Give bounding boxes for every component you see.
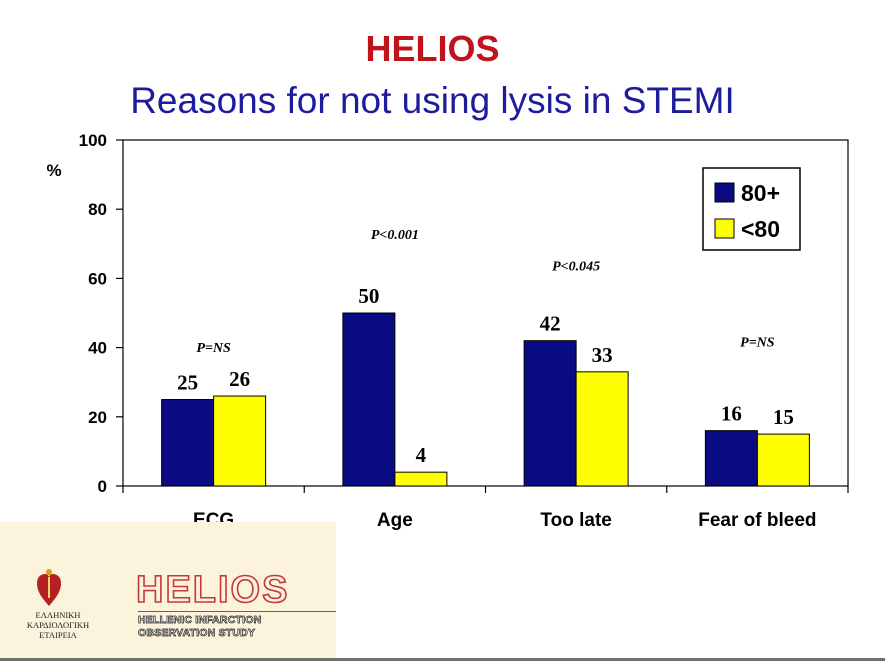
x-tick-label: Too late xyxy=(540,510,611,531)
slide-subtitle: Reasons for not using lysis in STEMI xyxy=(130,80,735,121)
y-tick-label: 40 xyxy=(88,339,107,358)
y-tick-label: 60 xyxy=(88,269,107,288)
data-label: 33 xyxy=(592,343,613,367)
bar-series2 xyxy=(394,471,448,487)
p-value-annotation: P<0.001 xyxy=(371,228,419,243)
logo-tagline: HELLENIC INFARCTION OBSERVATION STUDY xyxy=(138,614,262,640)
legend-swatch xyxy=(714,182,735,203)
y-tick-label: 80 xyxy=(88,200,107,219)
heart-emblem-icon xyxy=(37,569,61,606)
y-axis-label: % xyxy=(46,161,61,180)
data-label: 16 xyxy=(721,402,742,426)
y-tick-label: 100 xyxy=(79,131,107,150)
p-value-annotation: P=NS xyxy=(196,341,231,356)
data-label: 15 xyxy=(773,405,794,429)
bar-series2 xyxy=(575,371,629,487)
data-label: 50 xyxy=(358,284,379,308)
logo-divider xyxy=(138,611,336,612)
bar-series1 xyxy=(523,340,577,487)
bar-series1 xyxy=(704,430,758,487)
bar-series1 xyxy=(161,399,215,487)
society-name: ΕΛΛΗΝΙΚΗ ΚΑΡΔΙΟΛΟΓΙΚΗ ΕΤΑΙΡΕΙΑ xyxy=(26,610,90,640)
data-label: 42 xyxy=(540,312,561,336)
legend-swatch xyxy=(714,218,735,239)
bar-series2 xyxy=(756,433,810,487)
y-tick-label: 20 xyxy=(88,408,107,427)
x-tick-label: Age xyxy=(377,510,413,531)
slide-title: HELIOS xyxy=(365,28,500,69)
p-value-annotation: P=NS xyxy=(740,336,775,351)
helios-logo-text: HELIOS xyxy=(136,569,289,608)
data-label: 25 xyxy=(177,371,198,395)
logo-panel: ΕΛΛΗΝΙΚΗ ΚΑΡΔΙΟΛΟΓΙΚΗ ΕΤΑΙΡΕΙΑ HELIOS HE… xyxy=(0,522,336,661)
bottom-divider xyxy=(0,658,885,661)
legend-label: <80 xyxy=(741,216,780,242)
x-tick-label: Fear of bleed xyxy=(698,510,816,531)
helios-logo: HELIOS xyxy=(135,568,289,608)
legend-label: 80+ xyxy=(741,180,780,206)
bar-series2 xyxy=(213,395,267,487)
bar-series1 xyxy=(342,312,396,487)
data-label: 26 xyxy=(229,367,250,391)
p-value-annotation: P<0.045 xyxy=(552,260,600,275)
y-tick-label: 0 xyxy=(98,477,107,496)
data-label: 4 xyxy=(416,443,427,467)
